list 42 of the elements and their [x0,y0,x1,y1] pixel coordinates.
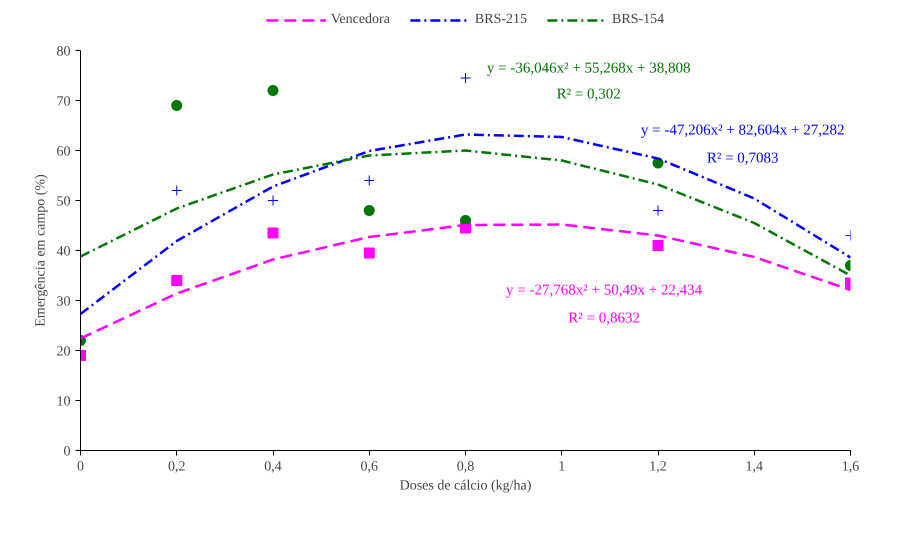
x-tick-label: 0,2 [168,460,186,474]
x-tick-label: 1,4 [746,460,763,474]
x-tick-label: 0,6 [360,460,378,474]
line-series [80,149,850,277]
y-tick-label: 40 [56,244,70,260]
y-tick-label: 0 [64,444,70,460]
legend-label: BRS-154 [612,12,664,28]
point [171,100,182,111]
point [171,275,182,286]
point [364,175,375,186]
annotation: y = -27,768x² + 50,49x + 22,434 [506,282,703,298]
annotation: R² = 0,7083 [706,150,779,166]
y-tick-label: 50 [56,194,70,210]
point [460,72,471,84]
x-tick-label: 1 [558,460,566,474]
y-axis-title: Emergência em campo (%) [34,174,48,327]
y-tick-label: 70 [56,94,70,110]
point [268,85,278,96]
y-tick-label: 10 [56,394,70,410]
point [652,240,664,251]
x-tick-label: 0 [77,460,84,474]
x-tick-label: 1,2 [649,460,667,474]
annotation: y = -47,206x² + 82,604x + 27,282 [640,122,845,138]
legend-label: Vencedora [330,12,390,28]
point [171,185,182,196]
legend-label: BRS-215 [474,12,528,28]
point [652,205,664,216]
point [364,248,375,258]
point [268,228,278,238]
point [364,205,375,216]
x-tick-label: 0,8 [456,460,474,474]
point [268,195,278,206]
y-tick-label: 80 [56,44,70,60]
y-tick-label: 60 [56,144,70,160]
annotation: y = -36,046x² + 55,268x + 38,808 [486,60,691,76]
y-tick-label: 30 [56,294,70,310]
x-tick-label: 0,4 [264,460,282,474]
annotation: R² = 0,302 [556,86,621,102]
x-tick-label: 1,6 [842,460,860,474]
x-axis-title: Doses de cálcio (kg/ha) [400,478,532,494]
y-tick-label: 20 [56,344,70,360]
annotation: R² = 0,8632 [568,310,640,326]
